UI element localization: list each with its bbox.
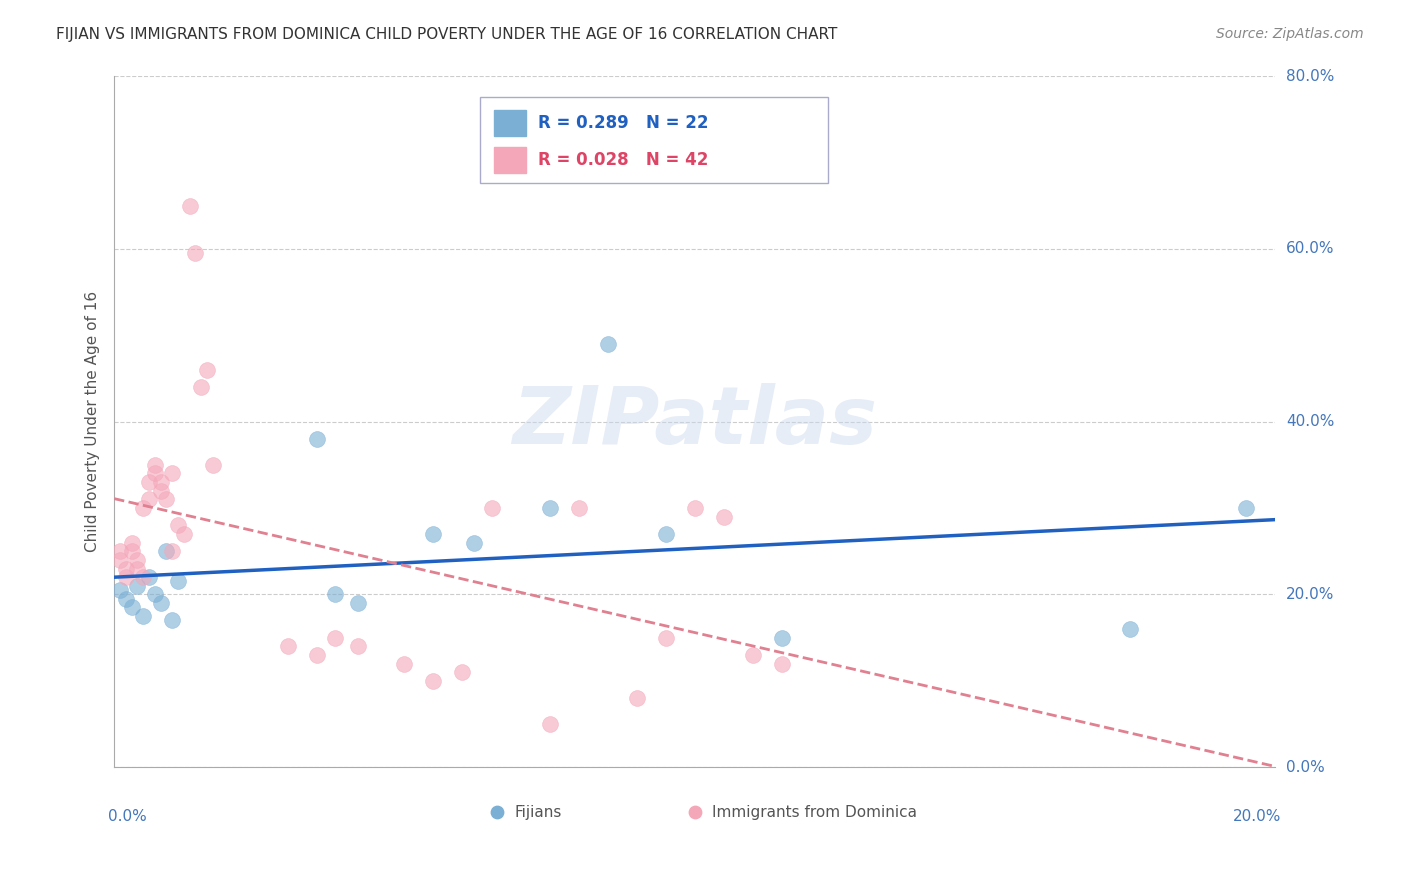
Point (114, 591, 136, 606)
Point (568, 501, 591, 516)
Point (114, 561, 136, 575)
Text: 60.0%: 60.0% (1286, 242, 1334, 256)
Point (127, 579, 149, 593)
Point (167, 574, 190, 589)
Point (155, 492, 177, 507)
Point (538, 717, 561, 731)
Point (138, 570, 160, 584)
Text: R = 0.028   N = 42: R = 0.028 N = 42 (538, 151, 709, 169)
Point (108, 553, 131, 567)
Point (173, 527, 195, 541)
Point (422, 527, 444, 541)
Point (127, 561, 149, 575)
Point (132, 609, 155, 624)
Y-axis label: Child Poverty Under the Age of 16: Child Poverty Under the Age of 16 (86, 291, 100, 552)
Point (138, 475, 160, 490)
Text: 80.0%: 80.0% (1286, 69, 1334, 84)
Point (481, 501, 503, 516)
Point (121, 544, 143, 558)
Point (149, 475, 172, 490)
Text: 0.0%: 0.0% (108, 809, 148, 823)
Text: Source: ZipAtlas.com: Source: ZipAtlas.com (1216, 27, 1364, 41)
Point (741, 648, 763, 662)
Point (596, 337, 619, 351)
Point (121, 535, 143, 549)
Point (307, 648, 329, 662)
Point (347, 640, 370, 654)
Text: R = 0.289   N = 22: R = 0.289 N = 22 (538, 114, 709, 132)
Point (162, 467, 184, 481)
Point (654, 527, 676, 541)
Point (654, 631, 676, 645)
Point (167, 518, 190, 533)
Point (138, 492, 160, 507)
Point (277, 640, 299, 654)
Point (132, 501, 155, 516)
Point (108, 544, 131, 558)
Point (1234, 501, 1257, 516)
Text: FIJIAN VS IMMIGRANTS FROM DOMINICA CHILD POVERTY UNDER THE AGE OF 16 CORRELATION: FIJIAN VS IMMIGRANTS FROM DOMINICA CHILD… (56, 27, 838, 42)
Text: Immigrants from Dominica: Immigrants from Dominica (711, 805, 917, 820)
Text: 20.0%: 20.0% (1233, 809, 1281, 823)
Text: ZIPatlas: ZIPatlas (512, 383, 877, 460)
Point (1119, 622, 1142, 636)
Point (713, 509, 735, 524)
Point (307, 432, 329, 446)
Point (347, 596, 370, 610)
Point (422, 673, 444, 688)
Point (770, 657, 793, 671)
Point (143, 458, 166, 472)
Point (149, 596, 172, 610)
Point (770, 631, 793, 645)
Point (323, 587, 346, 601)
Text: 0.0%: 0.0% (1286, 760, 1324, 775)
Point (195, 363, 218, 377)
Point (143, 587, 166, 601)
FancyBboxPatch shape (494, 110, 526, 136)
FancyBboxPatch shape (494, 146, 526, 173)
Point (149, 483, 172, 498)
Text: 40.0%: 40.0% (1286, 414, 1334, 429)
Point (626, 691, 648, 706)
Point (683, 501, 706, 516)
Point (201, 458, 224, 472)
Point (108, 583, 131, 598)
Point (394, 657, 416, 671)
Point (451, 665, 474, 680)
FancyBboxPatch shape (479, 96, 828, 183)
Text: 20.0%: 20.0% (1286, 587, 1334, 602)
Text: Fijians: Fijians (515, 805, 562, 820)
Point (162, 544, 184, 558)
Point (538, 501, 561, 516)
Point (179, 199, 201, 213)
Point (463, 535, 485, 549)
Point (114, 570, 136, 584)
Point (184, 246, 207, 260)
Point (127, 553, 149, 567)
Point (143, 467, 166, 481)
Point (162, 613, 184, 627)
Point (190, 380, 212, 394)
Point (155, 544, 177, 558)
Point (323, 631, 346, 645)
Point (132, 570, 155, 584)
Point (121, 600, 143, 615)
